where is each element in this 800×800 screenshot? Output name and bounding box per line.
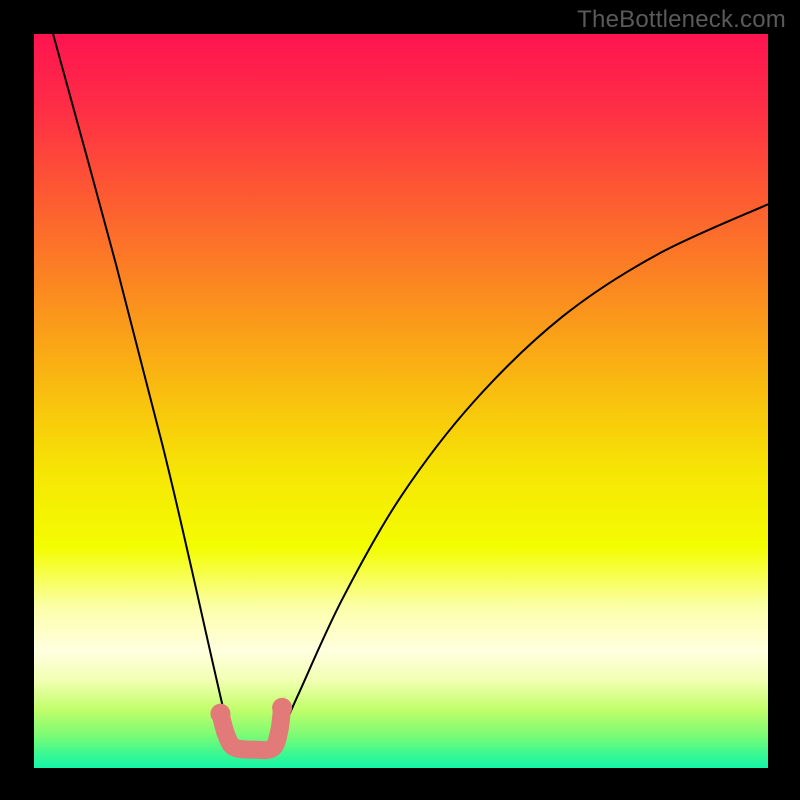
curves-svg [34, 34, 768, 768]
bottleneck-curve [53, 34, 768, 752]
valley-marker-dot-right [272, 698, 292, 718]
valley-marker-dot-left [210, 704, 230, 724]
plot-area [34, 34, 768, 768]
watermark-text: TheBottleneck.com [577, 6, 786, 34]
